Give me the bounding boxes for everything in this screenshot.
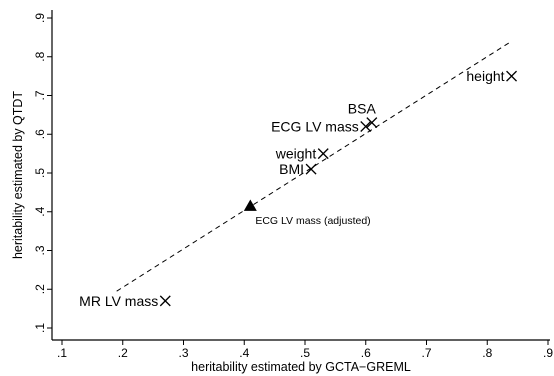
- point-x-stroke: [506, 70, 518, 82]
- point-x-marker: [159, 295, 171, 307]
- point-label: weight: [275, 146, 317, 162]
- point-x-marker: [360, 121, 372, 132]
- y-tick-label: .9: [33, 13, 47, 23]
- y-tick-label: .5: [33, 168, 47, 178]
- x-tick-label: .8: [482, 346, 492, 360]
- point-x-stroke: [366, 117, 378, 129]
- point-x-marker: [305, 163, 317, 175]
- point-x-marker: [506, 70, 518, 82]
- axes: .1 .2 .3 .4 .5 .6 .7 .8 .9 .1 .2 .3 .4 .5 .6 .7 .8 .9: [33, 10, 553, 360]
- y-tick-label: .6: [33, 129, 47, 139]
- point-label: BMI: [279, 161, 304, 177]
- y-tick-label: .2: [33, 284, 47, 294]
- point-x-marker: [317, 148, 329, 160]
- y-tick-label: .7: [33, 90, 47, 100]
- point-label: ECG LV mass: [271, 119, 359, 135]
- fit-line: [116, 40, 512, 292]
- point-label: ECG LV mass (adjusted): [255, 215, 370, 227]
- point-x-stroke: [360, 121, 372, 132]
- point-label: MR LV mass: [79, 293, 158, 309]
- y-tick-label: .4: [33, 206, 47, 216]
- x-tick-label: .3: [178, 346, 188, 360]
- x-tick-label: .5: [300, 346, 310, 360]
- x-tick-label: .1: [57, 346, 67, 360]
- y-axis-title: heritability estimated by QTDT: [11, 91, 25, 259]
- x-tick-label: .2: [118, 346, 128, 360]
- x-tick-label: .6: [361, 346, 371, 360]
- x-tick-label: .4: [239, 346, 249, 360]
- y-tick-label: .8: [33, 51, 47, 61]
- fit-line-group: [116, 40, 512, 292]
- x-tick-label: .9: [543, 346, 553, 360]
- x-axis-title: heritability estimated by GCTA−GREML: [191, 360, 411, 374]
- y-tick-label: .1: [33, 323, 47, 333]
- point-x-marker: [366, 117, 378, 129]
- point-label: BSA: [348, 101, 377, 117]
- point-x-stroke: [305, 163, 317, 175]
- point-label: height: [466, 68, 504, 84]
- y-tick-label: .3: [33, 245, 47, 255]
- x-tick-label: .7: [421, 346, 431, 360]
- point-x-stroke: [317, 148, 329, 160]
- point-x-stroke: [159, 295, 171, 307]
- point-triangle-marker: [243, 199, 257, 211]
